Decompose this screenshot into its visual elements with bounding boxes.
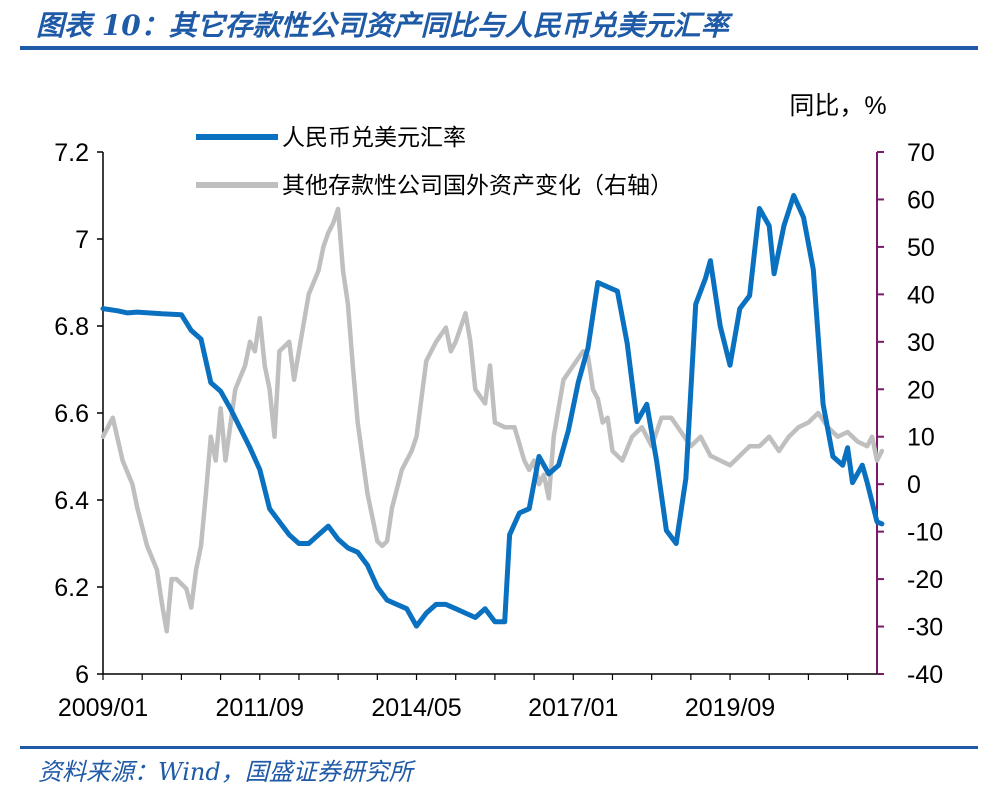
series-line-foreign-assets bbox=[100, 206, 885, 634]
left-tick-label: 6.2 bbox=[54, 574, 89, 602]
series-line-rmb bbox=[100, 193, 885, 629]
right-axis-unit: 同比，% bbox=[789, 92, 886, 120]
left-tick-label: 6 bbox=[75, 661, 89, 689]
source-divider bbox=[20, 746, 978, 749]
left-tick-label: 6.8 bbox=[54, 313, 89, 341]
x-tick-label: 2009/01 bbox=[58, 694, 148, 722]
x-tick-label: 2014/05 bbox=[371, 694, 461, 722]
right-tick-label: -40 bbox=[907, 661, 943, 689]
legend: 人民币兑美元汇率 其他存款性公司国外资产变化（右轴） bbox=[196, 125, 673, 199]
left-tick-label: 6.4 bbox=[54, 487, 89, 515]
right-tick-label: 10 bbox=[907, 424, 935, 452]
right-tick-label: 60 bbox=[907, 186, 935, 214]
right-tick-label: -10 bbox=[907, 519, 943, 547]
title-divider bbox=[20, 46, 978, 50]
source-note: 资料来源：Wind，国盛证券研究所 bbox=[38, 758, 413, 786]
right-tick-label: 20 bbox=[907, 376, 935, 404]
x-tick-label: 2019/09 bbox=[685, 694, 775, 722]
x-axis: 2009/01 2011/09 2014/05 2017/01 2019/09 bbox=[58, 673, 877, 722]
x-tick-label: 2017/01 bbox=[528, 694, 618, 722]
right-tick-label: 40 bbox=[907, 281, 935, 309]
left-tick-label: 7.2 bbox=[54, 139, 89, 167]
left-axis: 7.2 7 6.8 6.6 6.4 6.2 6 bbox=[54, 139, 104, 689]
left-tick-label: 7 bbox=[75, 226, 89, 254]
right-tick-label: -30 bbox=[907, 614, 943, 642]
right-tick-label: 30 bbox=[907, 329, 935, 357]
left-tick-label: 6.6 bbox=[54, 400, 89, 428]
legend-label-foreign-assets: 其他存款性公司国外资产变化（右轴） bbox=[282, 173, 673, 199]
right-tick-label: 70 bbox=[907, 139, 935, 167]
right-tick-label: -20 bbox=[907, 566, 943, 594]
right-tick-label: 0 bbox=[907, 471, 921, 499]
legend-label-rmb: 人民币兑美元汇率 bbox=[282, 125, 466, 151]
x-tick-label: 2011/09 bbox=[216, 694, 305, 722]
series-lines bbox=[100, 193, 885, 634]
right-tick-label: 50 bbox=[907, 234, 935, 262]
right-axis: 70 60 50 40 30 20 10 0 -10 -20 -30 -40 bbox=[876, 139, 943, 689]
figure-title: 图表 10：其它存款性公司资产同比与人民币兑美元汇率 bbox=[36, 9, 729, 42]
